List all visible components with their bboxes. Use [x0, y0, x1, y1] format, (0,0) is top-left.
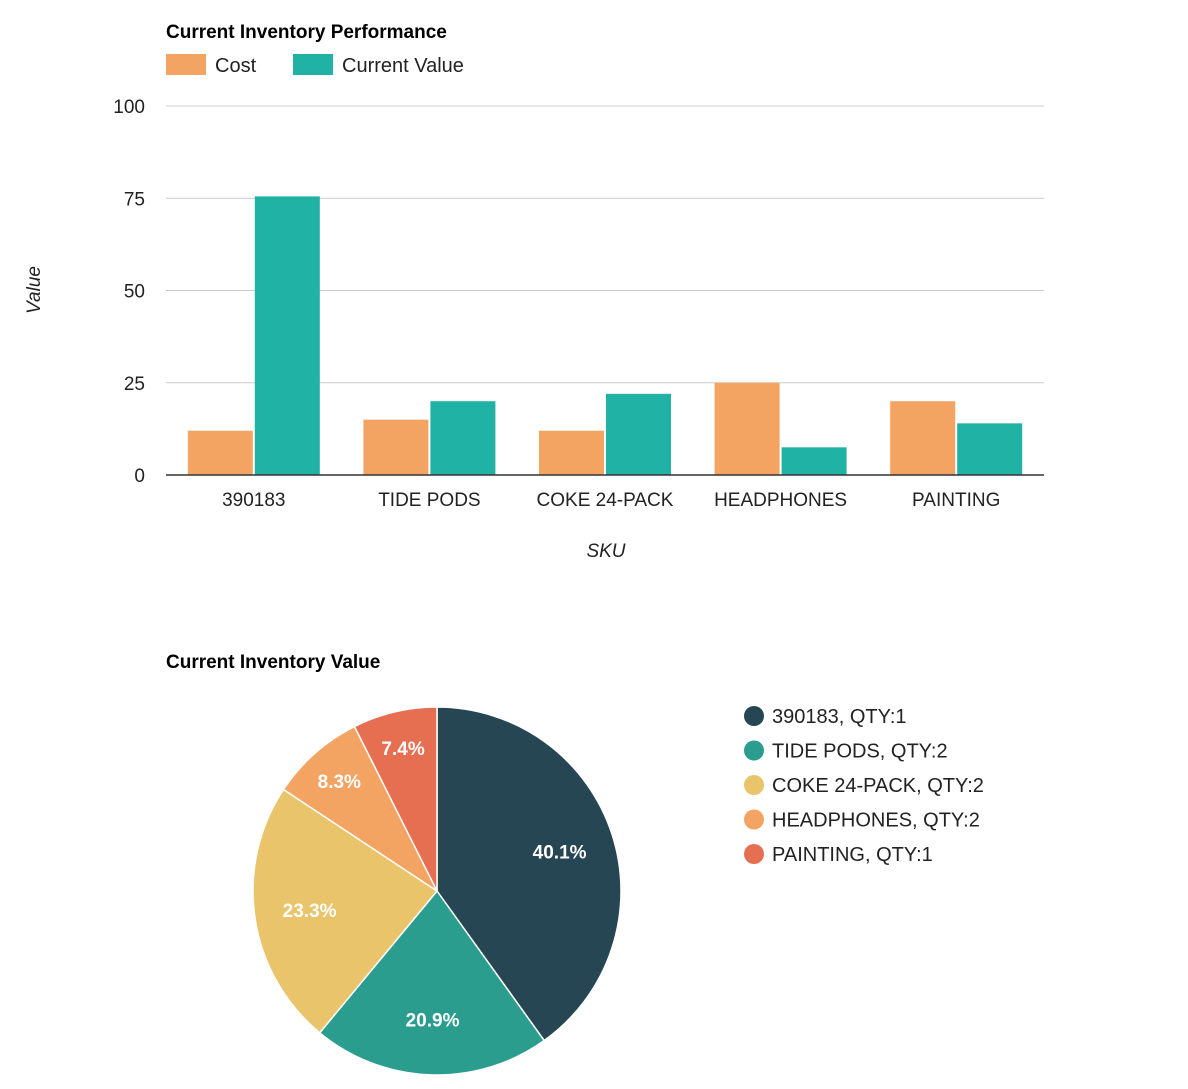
bar-series: [166, 196, 1044, 476]
bar-chart-title: Current Inventory Performance: [166, 22, 447, 43]
bar-chart: Current Inventory Performance Cost Curren…: [24, 22, 1044, 562]
pie-legend-marker-4: [744, 844, 764, 864]
x-tick-label: HEADPHONES: [714, 490, 847, 511]
pie-slice-label-4: 7.4%: [381, 739, 424, 760]
pie-legend-label-3: HEADPHONES, QTY:2: [772, 810, 980, 832]
x-tick-label: COKE 24-PACK: [537, 490, 674, 511]
x-axis-ticks: 390183 TIDE PODS COKE 24-PACK HEADPHONES PAI…: [222, 490, 1000, 511]
legend-label-1: Current Value: [342, 55, 464, 77]
legend-label-0: Cost: [215, 55, 257, 77]
pie-chart-title: Current Inventory Value: [166, 652, 380, 673]
y-tick-label: 75: [124, 189, 145, 210]
bar-0-1: [363, 419, 429, 475]
y-tick-label: 0: [134, 466, 145, 487]
pie-slice-label-3: 8.3%: [318, 772, 361, 793]
y-axis-title: Value: [24, 266, 45, 314]
bar-legend: Cost Current Value: [166, 54, 464, 77]
bar-0-0: [187, 430, 253, 475]
y-tick-label: 25: [124, 374, 145, 395]
pie-legend-label-2: COKE 24-PACK, QTY:2: [772, 775, 984, 797]
bar-1-0: [254, 196, 320, 475]
bar-1-3: [781, 447, 847, 475]
pie-legend-marker-3: [744, 809, 764, 830]
pie-slice-label-1: 20.9%: [406, 1011, 460, 1032]
pie-slice-2: [252, 788, 439, 1034]
pie-slice-labels: 40.1% 20.9% 23.3% 8.3% 7.4%: [283, 739, 587, 1032]
legend-swatch-0: [166, 54, 206, 75]
bar-1-4: [957, 423, 1023, 475]
pie-legend-label-0: 390183, QTY:1: [772, 706, 907, 728]
pie-legend: 390183, QTY:1 TIDE PODS, QTY:2 COKE 24-PAC…: [744, 706, 984, 866]
pie-legend-label-1: TIDE PODS, QTY:2: [772, 741, 948, 763]
x-tick-label: TIDE PODS: [378, 490, 480, 511]
pie-slice-0: [436, 706, 622, 1042]
pie-legend-label-4: PAINTING, QTY:1: [772, 844, 933, 866]
pie-legend-marker-2: [744, 775, 764, 795]
x-tick-label: PAINTING: [912, 490, 1000, 511]
pie-legend-marker-0: [744, 706, 764, 726]
pie-slice-4: [353, 706, 438, 892]
bar-1-2: [606, 393, 671, 475]
bar-1-1: [430, 401, 496, 475]
pie-slice-label-0: 40.1%: [533, 843, 587, 864]
pie-slice-3: [282, 725, 439, 894]
pie-slices: [252, 706, 622, 1076]
legend-swatch-1: [293, 54, 333, 75]
y-tick-label: 100: [113, 97, 145, 118]
pie-slice-1: [318, 889, 546, 1076]
x-axis-title: SKU: [586, 541, 625, 562]
bar-0-3: [714, 382, 780, 475]
bar-0-4: [890, 401, 956, 475]
pie-slice-label-2: 23.3%: [283, 901, 337, 922]
pie-chart: Current Inventory Value 40.1% 20.9% 23.3% 8…: [166, 652, 984, 1076]
bar-0-2: [539, 430, 604, 475]
y-tick-label: 50: [124, 282, 145, 303]
pie-legend-marker-1: [744, 740, 764, 761]
x-tick-label: 390183: [222, 490, 285, 511]
